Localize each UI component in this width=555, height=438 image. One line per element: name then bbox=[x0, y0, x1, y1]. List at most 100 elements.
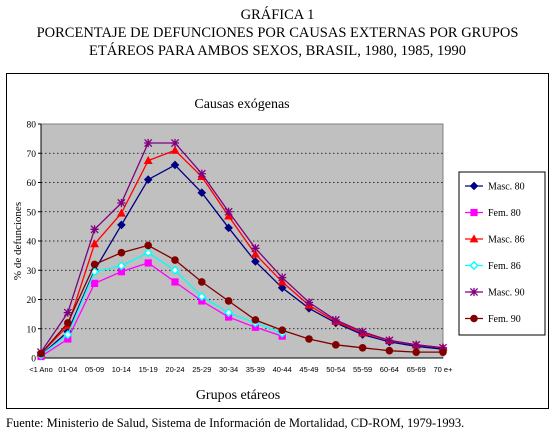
x-tick-label: 70 e+ bbox=[434, 365, 454, 374]
legend-marker bbox=[469, 234, 479, 243]
data-point-s5 bbox=[144, 138, 153, 148]
data-point-s3 bbox=[116, 208, 126, 217]
data-point-s5 bbox=[331, 315, 340, 325]
x-tick-label: 50-54 bbox=[326, 365, 345, 374]
data-point-s5 bbox=[438, 343, 448, 352]
data-point-s6 bbox=[198, 278, 206, 286]
data-point-s5 bbox=[304, 298, 314, 307]
y-tick-label: 0 bbox=[31, 355, 36, 365]
y-tick-label: 60 bbox=[27, 179, 37, 189]
x-tick-label: 01-04 bbox=[58, 365, 77, 374]
data-point-s5 bbox=[412, 340, 421, 349]
data-point-s1 bbox=[197, 188, 207, 198]
data-point-s5 bbox=[224, 207, 233, 216]
chart-frame: Causas exógenas 0 10 20 30 40 50 60 70 80 <1 Ano 01… bbox=[6, 73, 549, 409]
data-point-s6 bbox=[278, 326, 287, 335]
y-tick-label: 20 bbox=[27, 296, 37, 306]
data-point-s6 bbox=[439, 348, 447, 356]
legend-marker bbox=[470, 208, 478, 217]
data-point-s5 bbox=[90, 225, 99, 234]
data-point-s3 bbox=[143, 155, 153, 164]
legend-label: Masc. 90 bbox=[488, 288, 525, 299]
legend-marker bbox=[469, 260, 479, 271]
x-tick-label: 35-39 bbox=[246, 365, 265, 374]
legend-marker bbox=[470, 314, 478, 323]
legend-box bbox=[458, 171, 546, 336]
x-tick-label: 15-19 bbox=[139, 365, 158, 374]
data-point-s4 bbox=[63, 330, 73, 340]
figure-number: GRÁFICA 1 bbox=[240, 7, 315, 23]
data-point-s6 bbox=[171, 256, 179, 264]
data-point-s2 bbox=[144, 259, 152, 267]
figure-title-line-1: PORCENTAJE DE DEFUNCIONES POR CAUSAS EXT… bbox=[36, 25, 519, 41]
x-axis-label: Grupos etáreos bbox=[196, 388, 280, 403]
legend-label: Fem. 86 bbox=[488, 261, 521, 272]
data-point-s5 bbox=[197, 169, 206, 178]
series-line-2 bbox=[40, 262, 283, 358]
data-point-s4 bbox=[224, 308, 234, 318]
x-tick-label: <1 Ano bbox=[29, 365, 53, 374]
legend-marker bbox=[469, 181, 479, 191]
y-tick-label: 30 bbox=[27, 267, 37, 277]
data-point-s6 bbox=[251, 316, 260, 324]
data-point-s4 bbox=[143, 248, 153, 258]
data-point-s6 bbox=[358, 343, 367, 352]
chart-title: Causas exógenas bbox=[194, 97, 289, 112]
data-point-s3 bbox=[250, 249, 260, 258]
data-point-s6 bbox=[332, 341, 340, 349]
y-tick-label: 50 bbox=[27, 208, 37, 218]
data-point-s4 bbox=[197, 291, 207, 302]
data-point-s5 bbox=[251, 244, 260, 253]
data-point-s3 bbox=[170, 145, 180, 154]
data-point-s5 bbox=[385, 336, 394, 345]
y-tick-label: 70 bbox=[27, 150, 37, 160]
line-chart: Causas exógenas 0 10 20 30 40 50 60 70 80 <1 Ano 01… bbox=[12, 97, 546, 403]
data-point-s1 bbox=[170, 160, 180, 170]
series-line-6 bbox=[40, 244, 443, 355]
x-tick-label: 45-49 bbox=[299, 365, 318, 374]
series-line-1 bbox=[40, 164, 444, 356]
legend-label: Fem. 90 bbox=[488, 314, 521, 325]
series-line-4 bbox=[40, 251, 283, 356]
data-point-s6 bbox=[385, 346, 394, 355]
data-point-s1 bbox=[143, 175, 153, 184]
data-point-s1 bbox=[224, 223, 233, 233]
series-line-5 bbox=[40, 142, 444, 353]
legend-label: Masc. 86 bbox=[488, 235, 525, 246]
x-tick-label: 55-59 bbox=[353, 365, 372, 374]
data-point-s6 bbox=[224, 297, 233, 305]
figure-title-line-2: ETÁREOS PARA AMBOS SEXOS, BRASIL, 1980, … bbox=[89, 43, 466, 59]
data-point-s6 bbox=[144, 241, 152, 250]
data-point-s1 bbox=[251, 257, 260, 266]
data-point-s4 bbox=[116, 261, 126, 271]
x-tick-label: 65-69 bbox=[407, 365, 426, 374]
data-point-s6 bbox=[37, 349, 45, 358]
x-tick-label: 05-09 bbox=[85, 365, 104, 374]
x-tick-label: 60-64 bbox=[380, 365, 399, 374]
data-point-s5 bbox=[358, 327, 367, 336]
data-point-s2 bbox=[171, 278, 179, 286]
y-tick-label: 40 bbox=[27, 238, 37, 248]
data-point-s6 bbox=[412, 348, 421, 356]
series-line-3 bbox=[40, 149, 444, 355]
legend-label: Masc. 80 bbox=[488, 182, 525, 193]
legend-label: Fem. 80 bbox=[488, 208, 521, 219]
y-axis-label: % de defunciones bbox=[12, 202, 24, 280]
data-point-s1 bbox=[117, 220, 126, 230]
x-tick-label: 25-29 bbox=[192, 365, 211, 374]
data-point-s6 bbox=[64, 319, 72, 327]
data-point-s5 bbox=[278, 273, 287, 282]
x-tick-label: 40-44 bbox=[273, 365, 292, 374]
data-point-s5 bbox=[117, 198, 126, 208]
data-point-s6 bbox=[90, 260, 99, 269]
x-tick-label: 10-14 bbox=[112, 365, 131, 374]
x-tick-label: 20-24 bbox=[165, 365, 184, 374]
legend-marker bbox=[469, 287, 479, 297]
data-point-s5 bbox=[170, 138, 180, 148]
data-point-s6 bbox=[117, 248, 126, 257]
y-tick-label: 10 bbox=[27, 325, 37, 335]
data-point-s6 bbox=[305, 335, 313, 343]
x-tick-label: 30-34 bbox=[219, 365, 238, 374]
y-tick-label: 80 bbox=[27, 121, 37, 131]
source-note: Fuente: Ministerio de Salud, Sistema de … bbox=[6, 416, 465, 430]
